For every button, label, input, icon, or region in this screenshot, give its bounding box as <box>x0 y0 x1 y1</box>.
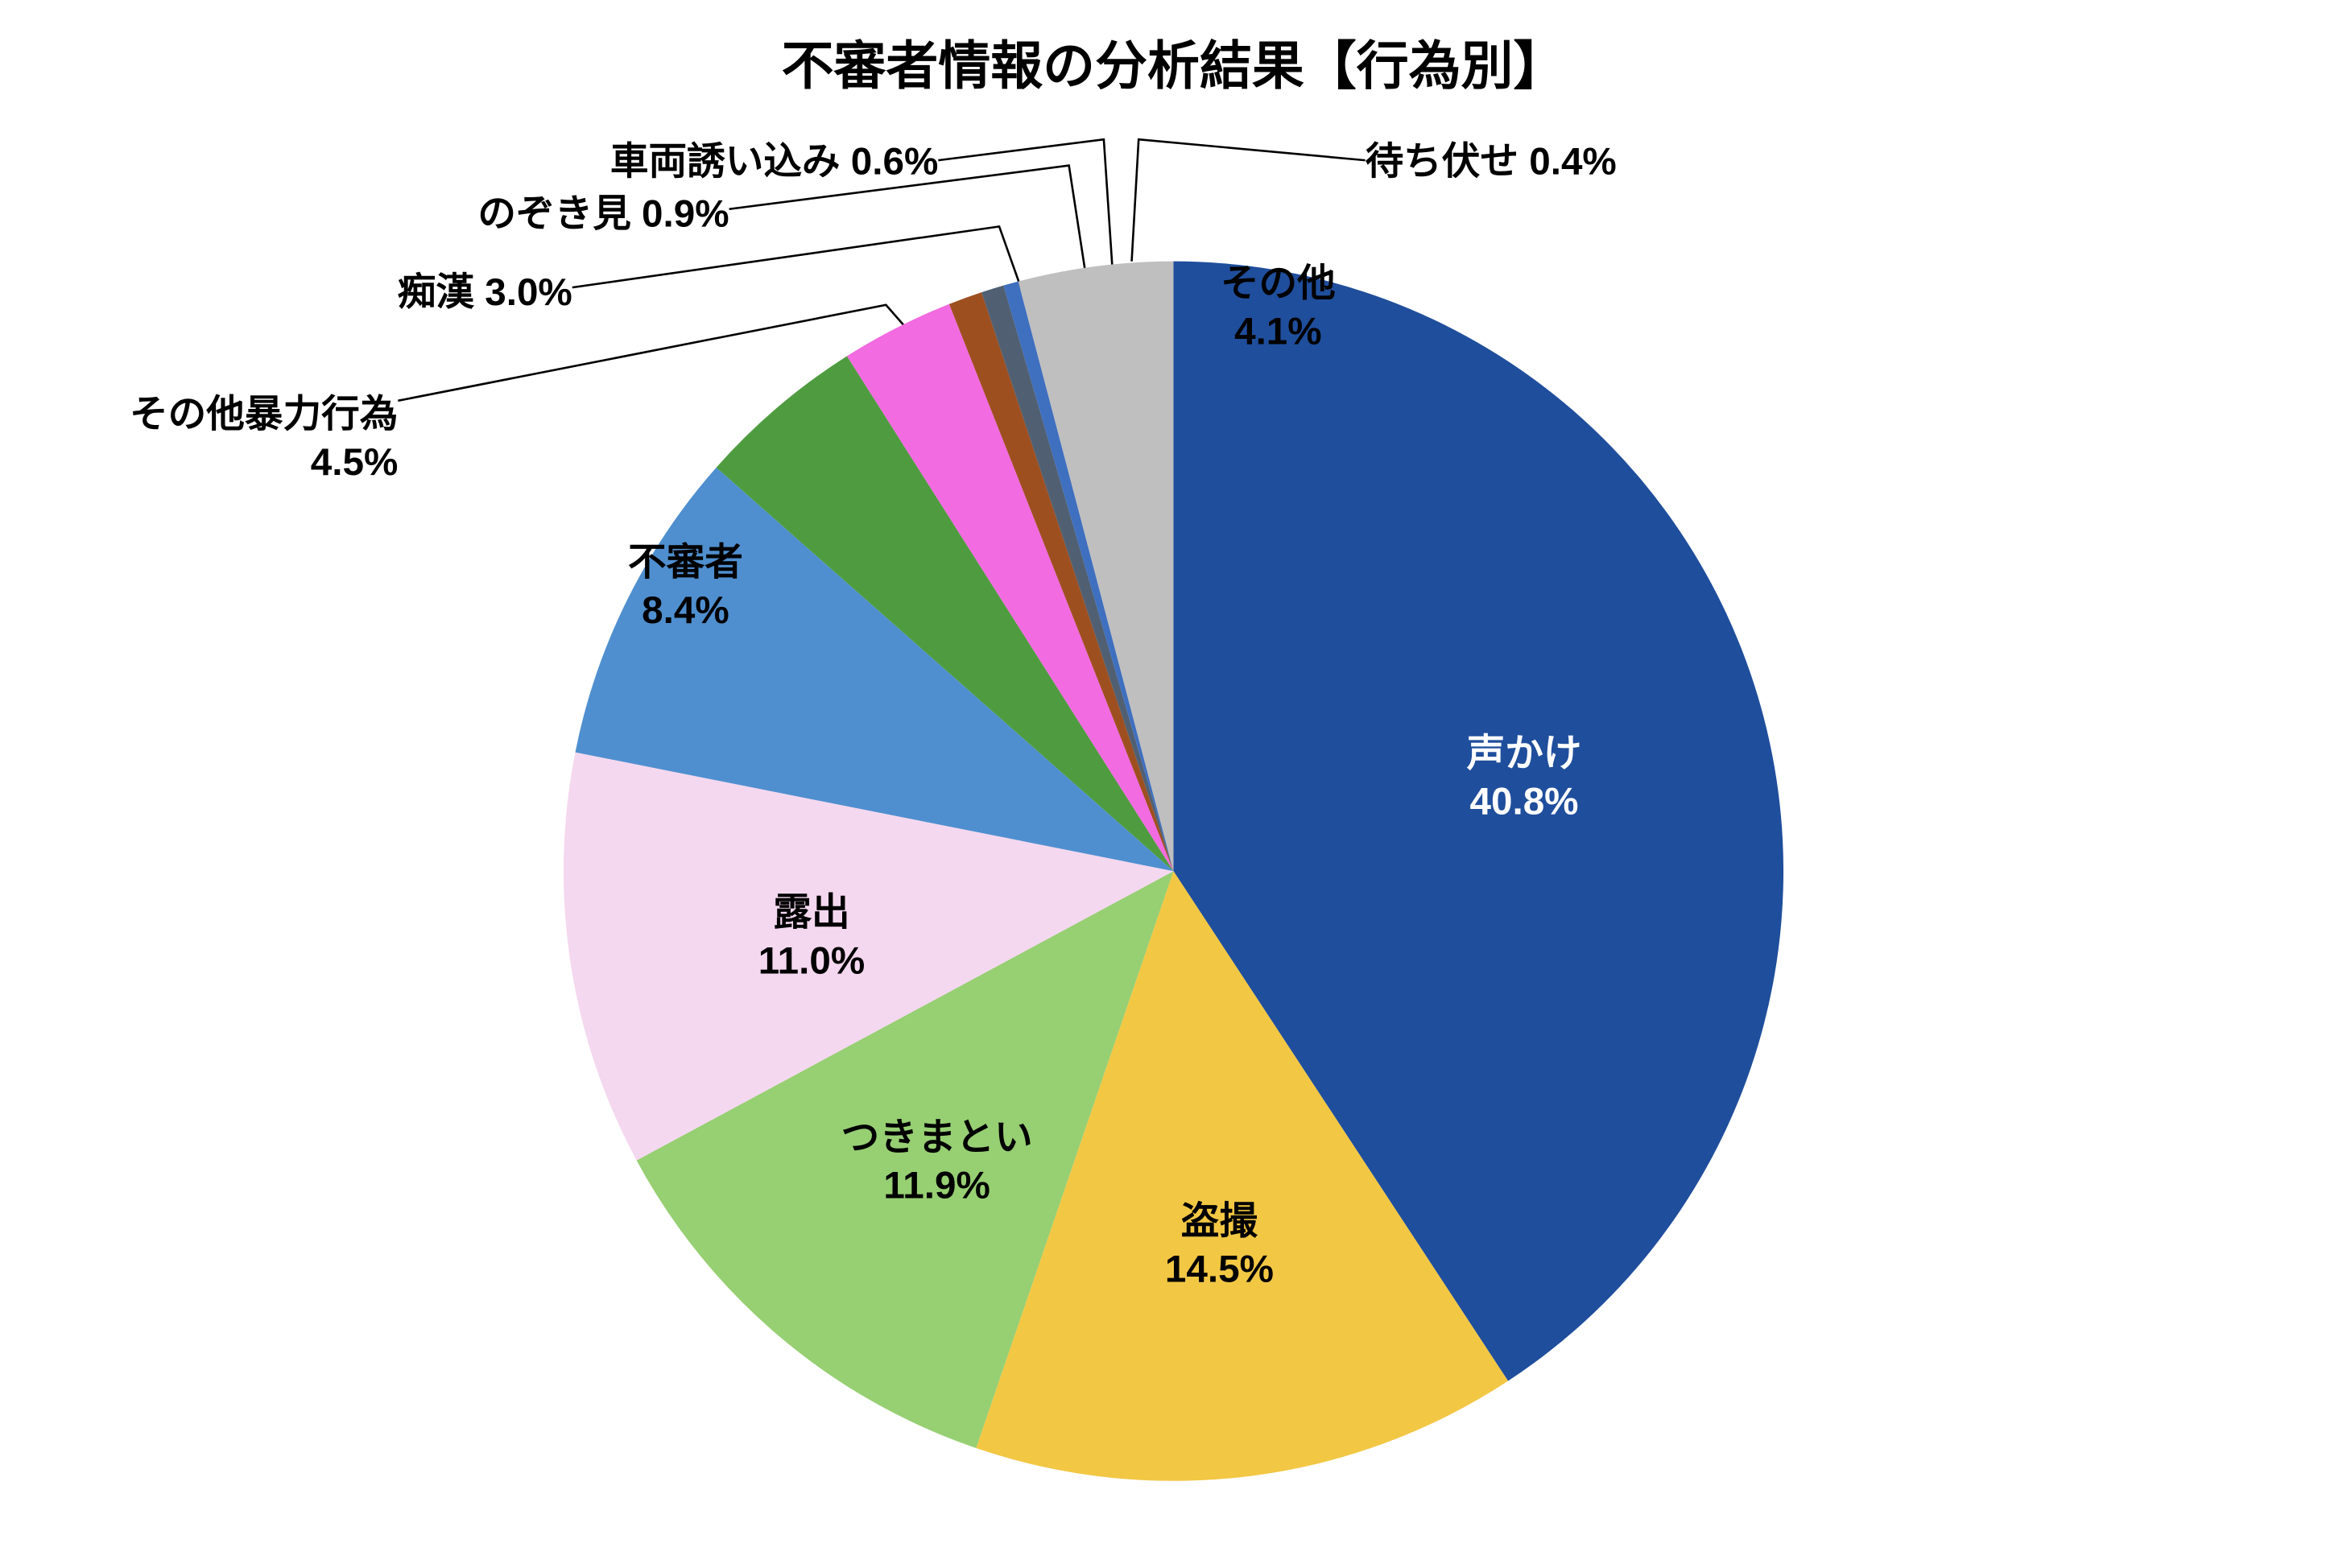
pie-chart: 不審者情報の分析結果【行為別】声かけ40.8%盗撮14.5%つきまとい11.9%… <box>0 0 2347 1568</box>
slice-label: 痴漢 3.0% <box>398 271 572 314</box>
chart-title: 不審者情報の分析結果【行為別】 <box>782 36 1566 95</box>
slice-label: その他暴力行為4.5% <box>130 393 398 484</box>
leader-line <box>572 226 1029 310</box>
leader-line <box>1132 139 1366 262</box>
slice-label: のぞき見 0.9% <box>477 192 729 235</box>
pie-chart-container: 不審者情報の分析結果【行為別】声かけ40.8%盗撮14.5%つきまとい11.9%… <box>0 0 2347 1568</box>
slice-label: 待ち伏せ 0.4% <box>1366 140 1617 183</box>
leader-line <box>938 139 1112 270</box>
slice-label: 車両誘い込み 0.6% <box>610 140 938 183</box>
